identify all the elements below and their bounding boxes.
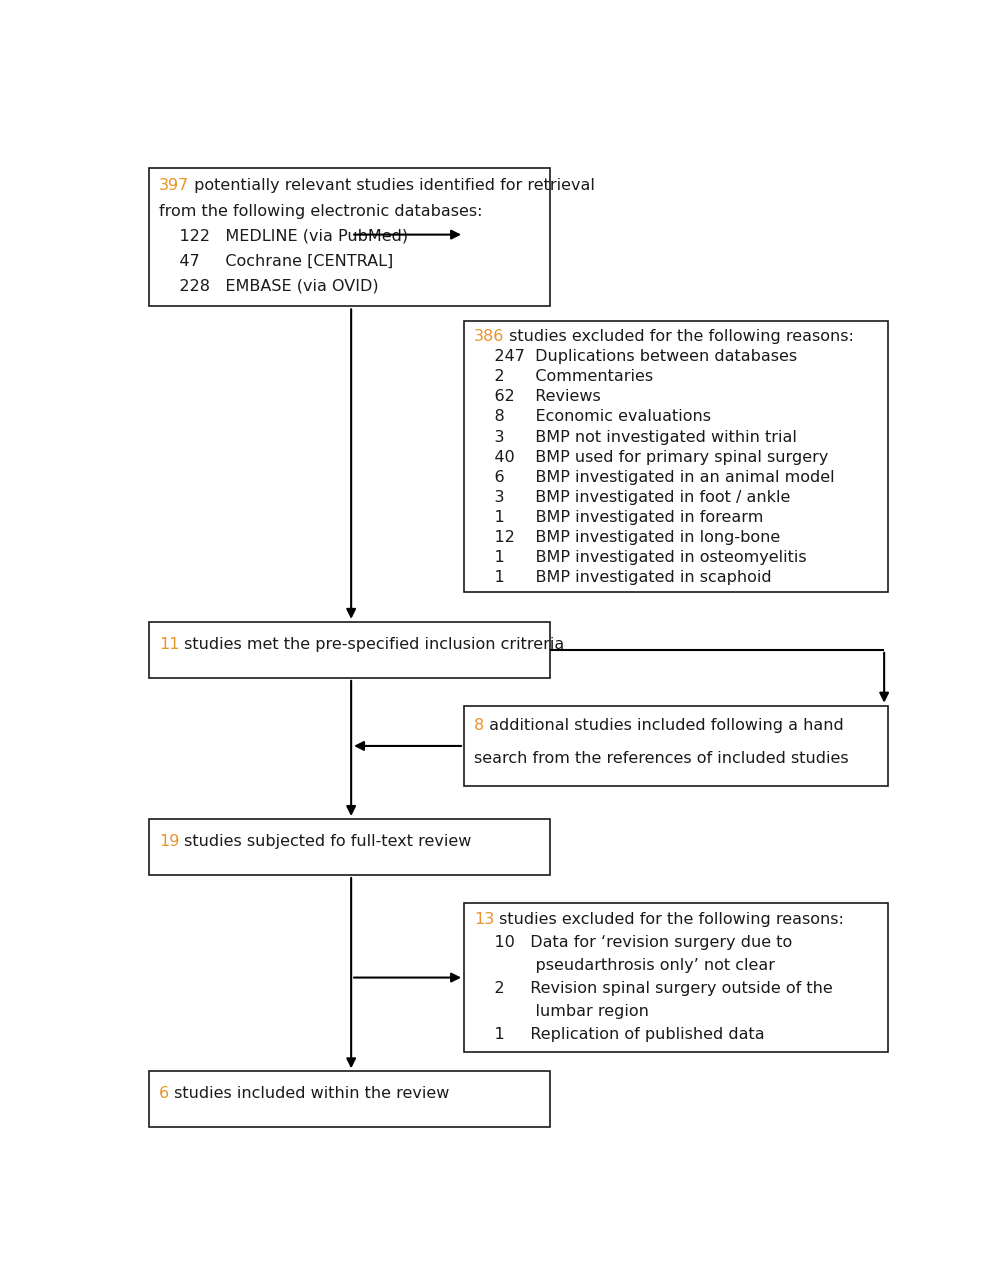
Bar xyxy=(148,169,549,306)
Text: 8: 8 xyxy=(473,718,483,733)
Text: 6      BMP investigated in an animal model: 6 BMP investigated in an animal model xyxy=(473,470,833,485)
Text: 3      BMP not investigated within trial: 3 BMP not investigated within trial xyxy=(473,430,796,444)
Text: from the following electronic databases:: from the following electronic databases: xyxy=(158,204,482,219)
Text: 1      BMP investigated in forearm: 1 BMP investigated in forearm xyxy=(473,509,762,525)
Text: studies subjected fo full-text review: studies subjected fo full-text review xyxy=(180,833,471,849)
Text: 1     Replication of published data: 1 Replication of published data xyxy=(473,1027,764,1042)
Text: 397: 397 xyxy=(158,178,189,193)
Text: studies excluded for the following reasons:: studies excluded for the following reaso… xyxy=(504,329,854,344)
Bar xyxy=(463,705,887,786)
Bar xyxy=(148,1071,549,1128)
Text: pseudarthrosis only’ not clear: pseudarthrosis only’ not clear xyxy=(473,957,774,973)
Text: 1      BMP investigated in scaphoid: 1 BMP investigated in scaphoid xyxy=(473,570,771,585)
Bar xyxy=(463,321,887,593)
Text: lumbar region: lumbar region xyxy=(473,1004,648,1019)
Text: studies included within the review: studies included within the review xyxy=(169,1087,449,1101)
Bar xyxy=(463,902,887,1052)
Text: 6: 6 xyxy=(158,1087,169,1101)
Text: 2     Revision spinal surgery outside of the: 2 Revision spinal surgery outside of the xyxy=(473,980,832,996)
Text: 386: 386 xyxy=(473,329,504,344)
Text: 8      Economic evaluations: 8 Economic evaluations xyxy=(473,410,710,425)
Text: 247  Duplications between databases: 247 Duplications between databases xyxy=(473,349,796,365)
Text: 2      Commentaries: 2 Commentaries xyxy=(473,370,653,384)
Text: 19: 19 xyxy=(158,833,180,849)
Text: 40    BMP used for primary spinal surgery: 40 BMP used for primary spinal surgery xyxy=(473,449,827,465)
Text: search from the references of included studies: search from the references of included s… xyxy=(473,751,848,765)
Text: potentially relevant studies identified for retrieval: potentially relevant studies identified … xyxy=(189,178,595,193)
Text: 228   EMBASE (via OVID): 228 EMBASE (via OVID) xyxy=(158,279,378,294)
Text: studies excluded for the following reasons:: studies excluded for the following reaso… xyxy=(493,911,844,927)
Text: 13: 13 xyxy=(473,911,493,927)
Bar xyxy=(148,622,549,678)
Text: 122   MEDLINE (via PubMed): 122 MEDLINE (via PubMed) xyxy=(158,229,407,243)
Text: 3      BMP investigated in foot / ankle: 3 BMP investigated in foot / ankle xyxy=(473,490,789,504)
Text: 1      BMP investigated in osteomyelitis: 1 BMP investigated in osteomyelitis xyxy=(473,550,805,564)
Text: 62    Reviews: 62 Reviews xyxy=(473,389,600,404)
Bar xyxy=(148,819,549,876)
Text: 12    BMP investigated in long-bone: 12 BMP investigated in long-bone xyxy=(473,530,779,545)
Text: 47     Cochrane [CENTRAL]: 47 Cochrane [CENTRAL] xyxy=(158,253,393,269)
Text: 10   Data for ‘revision surgery due to: 10 Data for ‘revision surgery due to xyxy=(473,934,791,950)
Text: 11: 11 xyxy=(158,636,180,652)
Text: studies met the pre-specified inclusion critreria: studies met the pre-specified inclusion … xyxy=(180,636,564,652)
Text: additional studies included following a hand: additional studies included following a … xyxy=(483,718,844,733)
